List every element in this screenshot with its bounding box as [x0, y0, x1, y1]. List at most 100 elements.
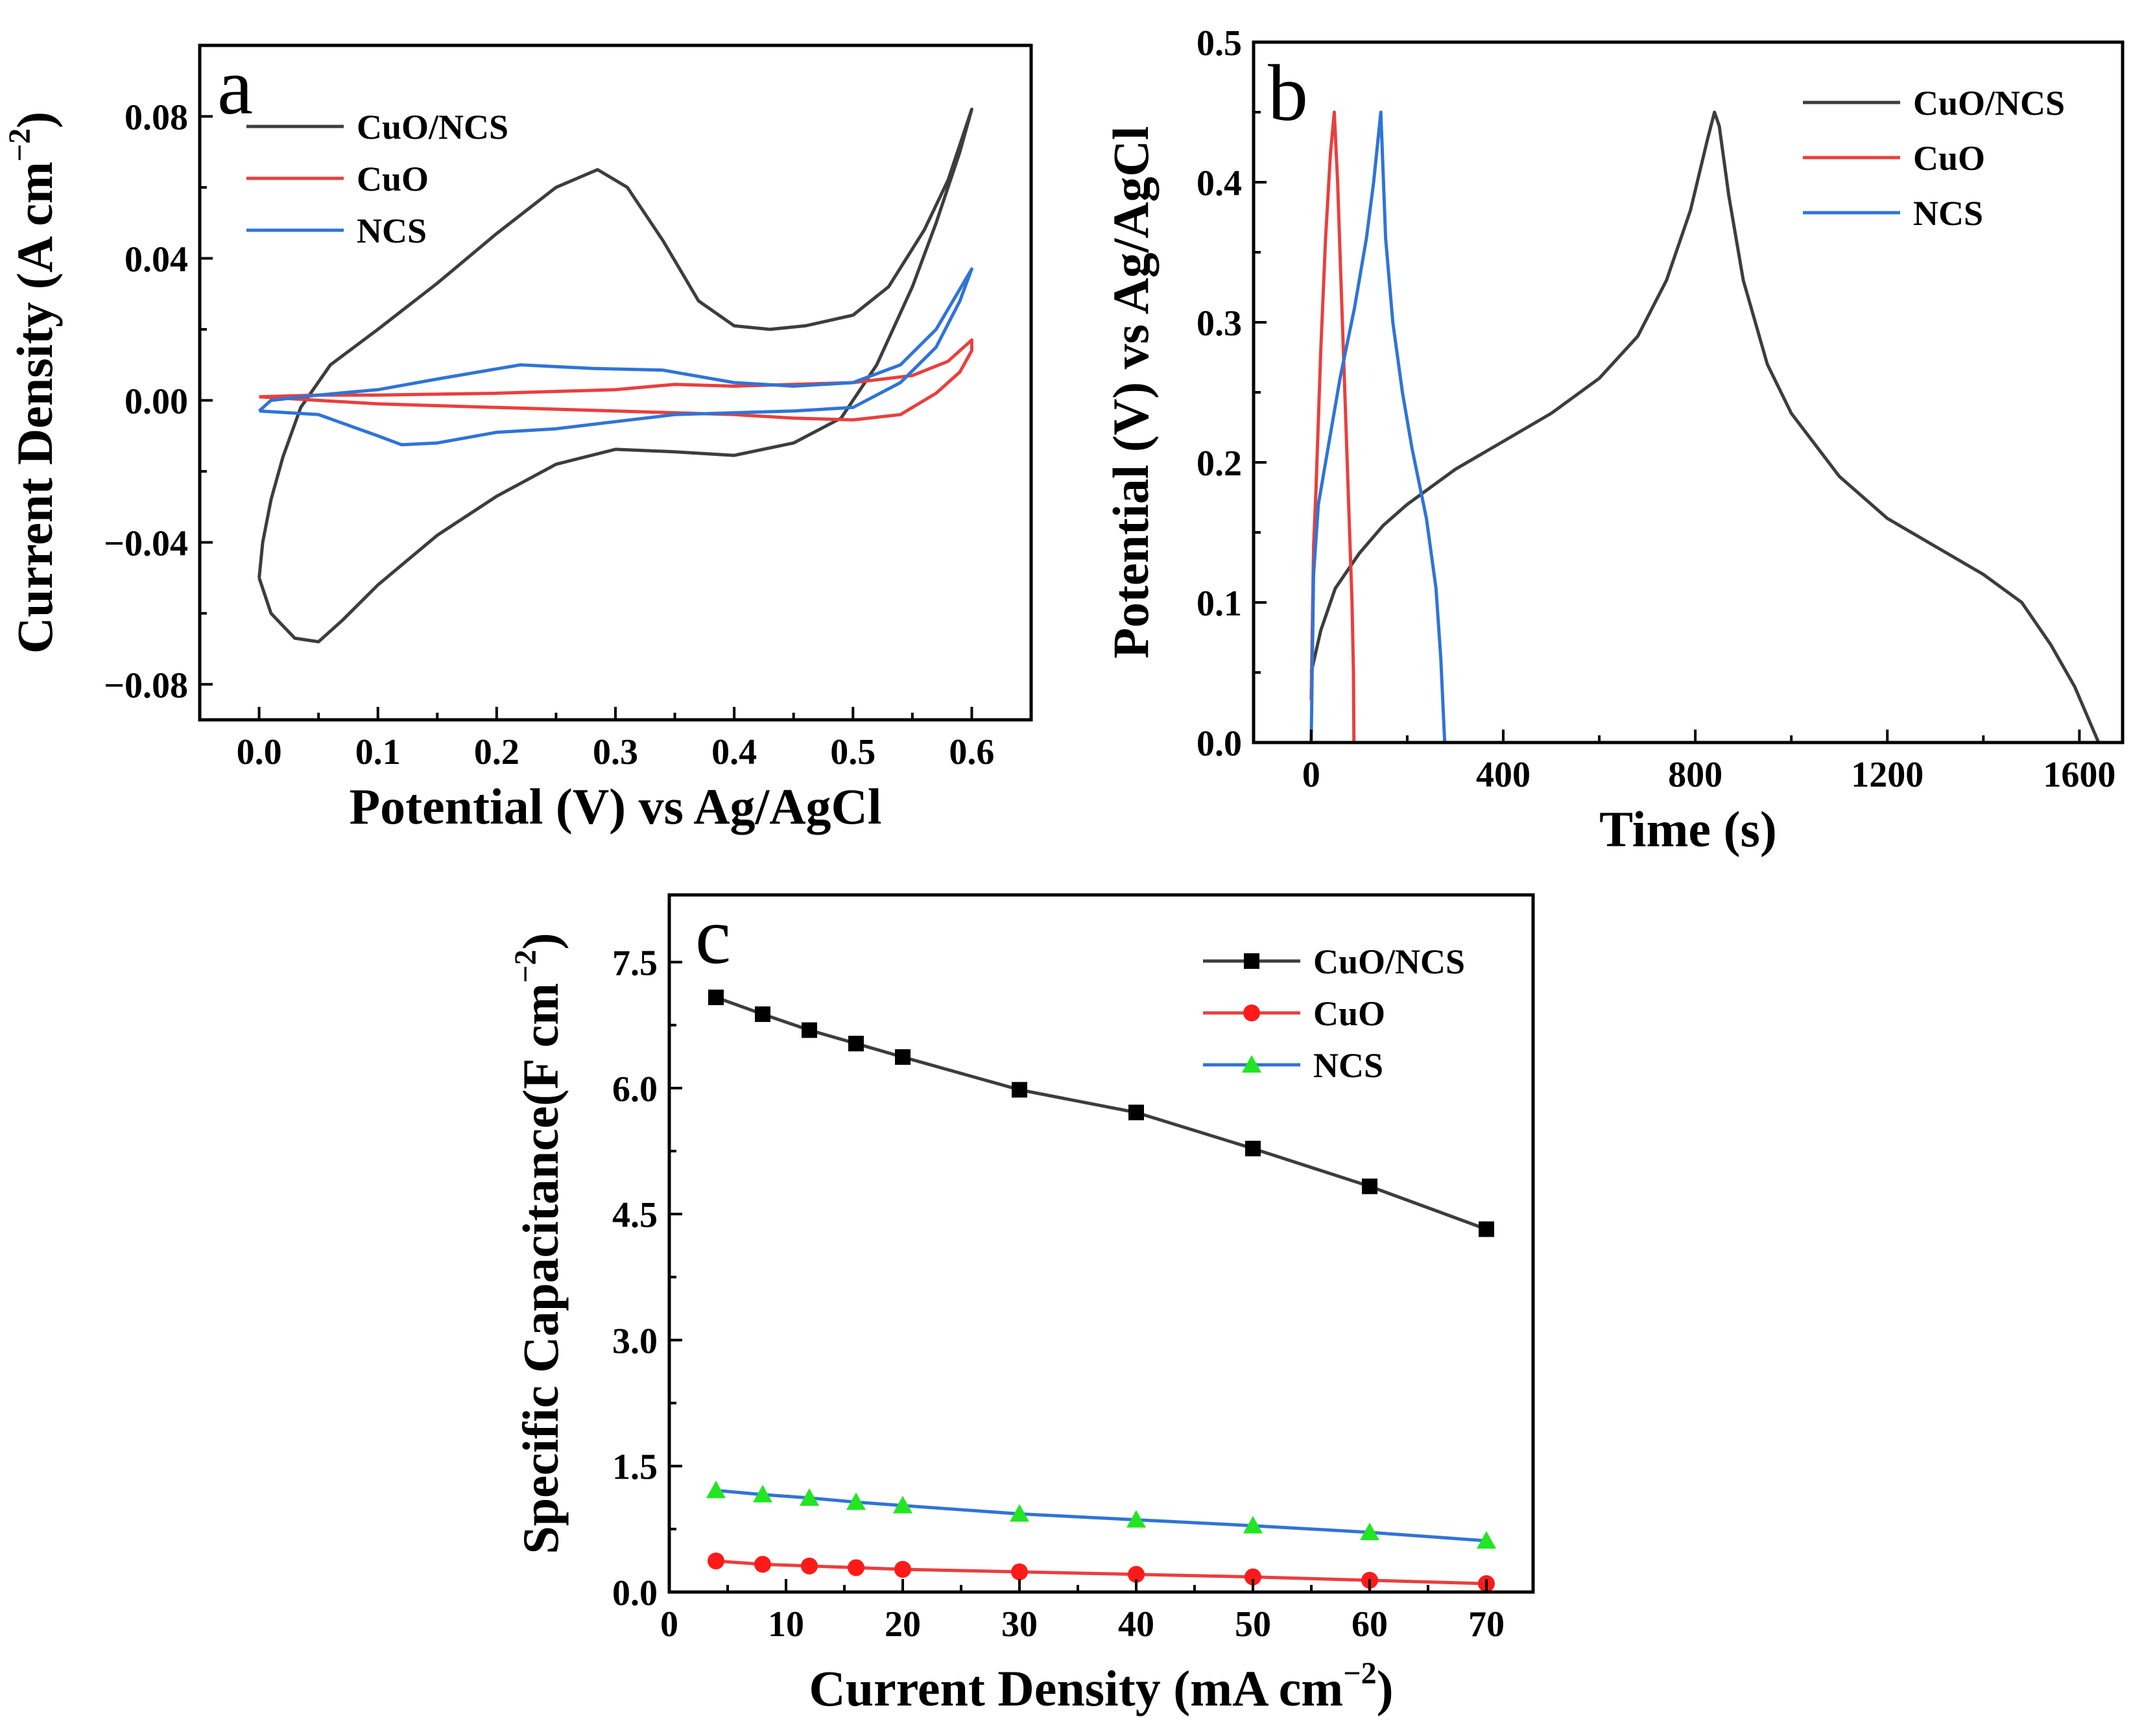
panel-b-xtick-label-1: 400 [1476, 755, 1531, 795]
panel-b-xtick-label-3: 1200 [1851, 755, 1924, 795]
panel-c-series-2-point-5 [1010, 1504, 1029, 1522]
panel-c-ytick-label-4: 6.0 [612, 1069, 658, 1110]
panel-b-ytick-label-2: 0.2 [1197, 444, 1242, 484]
panel-c-ytick-label-1: 1.5 [612, 1447, 658, 1488]
panel-b-xtick-label-2: 800 [1668, 755, 1722, 795]
panel-c-legend-marker-1 [1243, 1005, 1260, 1021]
panel-c-xtick-label-5: 50 [1235, 1604, 1271, 1645]
panel-a-legend-label-0: CuO/NCS [357, 108, 508, 147]
panel-c-legend-label-0: CuO/NCS [1313, 942, 1465, 981]
chart-panel-b: 0 400 800 1200 1600 0.0 0.1 0.2 0.3 0.4 0.5 Time (s… [1102, 23, 2125, 857]
panel-a-xtick-label-3: 0.3 [593, 732, 638, 772]
panel-c-series-2-point-4 [893, 1495, 912, 1514]
panel-c-legend-label-2: NCS [1313, 1046, 1383, 1085]
panel-c-xtick-label-6: 60 [1352, 1604, 1388, 1645]
panel-b-legend-label-1: CuO [1913, 139, 1985, 178]
panel-c-legend-marker-0 [1244, 953, 1259, 969]
panel-a-series-line-2 [257, 267, 973, 447]
panel-c-series-0-point-8 [1362, 1178, 1377, 1195]
panel-b-xtick-label-0: 0 [1302, 755, 1320, 795]
panel-a-ytick-label-2: 0.00 [125, 381, 188, 422]
panel-b-series-group [1309, 110, 2101, 743]
chart-panel-a: 0.0 0.1 0.2 0.3 0.4 0.5 0.6 −0.08 −0.04 0.00 0.04 0… [3, 42, 1033, 835]
panel-a-xtick-label-4: 0.4 [711, 732, 757, 772]
panel-c-series-2-point-1 [753, 1484, 772, 1503]
panel-c-series-0-point-7 [1245, 1141, 1261, 1157]
panel-a-series-line-1 [259, 338, 973, 422]
panel-c-plot-frame [667, 893, 1535, 1594]
panel-c-series-0-point-3 [848, 1036, 864, 1052]
panel-a-series-line-0 [257, 108, 973, 644]
panel-c-series-0-point-5 [1012, 1082, 1027, 1098]
panel-a-xtick-label-5: 0.5 [830, 732, 875, 772]
panel-a-series-group [257, 108, 973, 644]
panel-a-xtick-label-6: 0.6 [949, 732, 994, 772]
panel-c-ytick-label-0: 0.0 [612, 1573, 658, 1613]
panel-a-xtick-label-2: 0.2 [474, 732, 519, 772]
panel-c-series-2-point-2 [800, 1488, 819, 1506]
panel-c-series-2-point-7 [1243, 1516, 1263, 1534]
panel-b-series-line-2 [1309, 110, 1447, 743]
panel-c-series-1-point-3 [848, 1559, 864, 1576]
panel-b-series-line-1 [1309, 110, 1356, 743]
panel-c-series-line-2 [715, 1488, 1487, 1543]
panel-b-letter: b [1268, 49, 1308, 137]
panel-c-series-1-point-0 [708, 1552, 724, 1570]
panel-c-xtick-label-3: 30 [1001, 1604, 1038, 1645]
panel-c-legend-marker-2 [1242, 1055, 1261, 1073]
panel-c-series-0-point-6 [1128, 1104, 1144, 1121]
panel-c-xlabel: Current Density (mA cm−2) [809, 1656, 1393, 1717]
panel-a-legend-label-2: NCS [357, 211, 427, 250]
panel-c-xtick-label-0: 0 [660, 1604, 678, 1645]
panel-a-ytick-label-4: 0.08 [125, 97, 188, 137]
panel-a-xtick-label-0: 0.0 [237, 732, 282, 772]
panel-c-ytick-label-5: 7.5 [612, 944, 658, 984]
panel-c-series-1-point-5 [1011, 1563, 1028, 1580]
panel-c-series-0-point-2 [802, 1022, 817, 1038]
panel-b-series-line-0 [1309, 110, 2101, 743]
chart-panel-c: 0 10 20 30 40 50 60 70 0.0 1.5 3.0 4.5 6.0 7.5 Current… [508, 892, 1535, 1717]
panel-b-xtick-label-4: 1600 [2043, 755, 2115, 795]
panel-c-xtick-label-2: 20 [885, 1604, 921, 1645]
panel-b-ytick-label-5: 0.5 [1197, 23, 1242, 64]
panel-c-series-0-point-0 [708, 990, 724, 1006]
panel-b-ytick-label-3: 0.3 [1197, 303, 1242, 344]
panel-b-ytick-label-0: 0.0 [1197, 724, 1242, 764]
panel-b-legend-label-0: CuO/NCS [1913, 84, 2065, 123]
panel-c-xtick-label-1: 10 [768, 1604, 804, 1645]
panel-c-series-2-point-3 [846, 1492, 866, 1510]
panel-b-legend-label-2: NCS [1913, 194, 1983, 233]
panel-c-series-line-0 [715, 995, 1487, 1231]
panel-c-series-0-point-1 [755, 1006, 770, 1022]
panel-c-legend-label-1: CuO [1313, 994, 1385, 1033]
panel-c-series-2-point-6 [1126, 1510, 1146, 1528]
panel-c-series-1-point-4 [894, 1561, 911, 1578]
panel-a-ytick-label-0: −0.08 [104, 665, 188, 706]
panel-a-xlabel: Potential (V) vs Ag/AgCl [349, 778, 881, 835]
panel-b-ytick-label-4: 0.4 [1197, 163, 1242, 204]
panel-c-series-2-point-9 [1477, 1530, 1496, 1549]
panel-c-ytick-label-3: 4.5 [612, 1195, 658, 1235]
panel-c-series-1-point-1 [754, 1556, 771, 1573]
panel-c-series-2-point-0 [706, 1480, 726, 1499]
panel-c-ylabel: Specific Capacitance(F cm−2) [508, 933, 569, 1554]
panel-b-xlabel: Time (s) [1599, 801, 1777, 857]
panel-c-ytick-label-2: 3.0 [612, 1321, 658, 1361]
panel-a-letter: a [217, 42, 253, 131]
panel-c-xtick-label-7: 70 [1468, 1604, 1505, 1645]
panel-a-legend-label-1: CuO [357, 160, 429, 198]
panel-b-ylabel: Potential (V) vs Ag/AgCl [1102, 126, 1159, 658]
panel-c-series-line-1 [715, 1559, 1487, 1586]
panel-c-series-1-point-2 [801, 1557, 818, 1575]
panel-c-series-1-point-7 [1245, 1568, 1261, 1586]
panel-c-xtick-label-4: 40 [1118, 1604, 1154, 1645]
panel-c-series-0-point-4 [895, 1049, 911, 1065]
panel-c-series-0-point-9 [1479, 1221, 1494, 1237]
panel-c-letter: c [695, 892, 731, 981]
panel-c-series-2-point-8 [1360, 1523, 1379, 1541]
panel-a-ytick-label-3: 0.04 [125, 239, 188, 279]
panel-a-xtick-label-1: 0.1 [355, 732, 401, 772]
panel-a-ytick-label-1: −0.04 [104, 523, 188, 564]
panel-c-series-1-point-6 [1128, 1565, 1145, 1583]
